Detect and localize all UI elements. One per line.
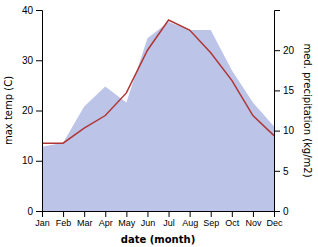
tick-mark bbox=[36, 111, 42, 112]
tick-label: 20 bbox=[283, 45, 295, 56]
temperature-line bbox=[42, 20, 274, 143]
tick-label: 15 bbox=[283, 85, 295, 96]
tick-label: Oct bbox=[225, 218, 240, 228]
tick-mark bbox=[274, 211, 280, 212]
tick-mark bbox=[232, 211, 233, 217]
tick: 10 bbox=[274, 125, 295, 136]
tick-label: 0 bbox=[27, 206, 33, 217]
plot-area bbox=[42, 20, 274, 211]
tick-label: Jul bbox=[163, 218, 175, 228]
axis-line bbox=[36, 11, 43, 212]
tick: Jun bbox=[141, 211, 156, 228]
tick: Jul bbox=[163, 211, 175, 228]
tick: May bbox=[118, 211, 136, 228]
tick: 20 bbox=[274, 45, 295, 56]
tick-mark bbox=[36, 10, 42, 11]
tick-mark bbox=[36, 161, 42, 162]
tick-mark bbox=[274, 131, 280, 132]
tick: Jan bbox=[35, 211, 50, 228]
tick: 40 bbox=[22, 5, 42, 16]
y2-axis: 0 5 10 15 20 bbox=[274, 11, 295, 217]
tick-label: May bbox=[118, 218, 136, 228]
tick: Aug bbox=[182, 211, 198, 228]
tick-label: 30 bbox=[22, 55, 34, 66]
tick-mark bbox=[169, 211, 170, 217]
tick-label: Feb bbox=[56, 218, 72, 228]
tick-mark bbox=[274, 171, 280, 172]
tick-label: 40 bbox=[22, 5, 34, 16]
tick-label: 5 bbox=[283, 166, 289, 177]
tick-label: Jun bbox=[141, 218, 156, 228]
tick: Nov bbox=[245, 211, 262, 228]
tick-mark bbox=[63, 211, 64, 217]
tick-mark bbox=[147, 211, 148, 217]
tick: Sep bbox=[203, 211, 219, 228]
tick: 30 bbox=[22, 55, 42, 66]
y2-axis-title: med. precipitation (kg/m2) bbox=[302, 43, 313, 177]
tick-label: 0 bbox=[283, 206, 289, 217]
tick-mark bbox=[105, 211, 106, 217]
tick-mark bbox=[211, 211, 212, 217]
tick: 15 bbox=[274, 85, 295, 96]
tick: 20 bbox=[22, 105, 42, 116]
tick-label: 10 bbox=[22, 155, 34, 166]
tick-label: Jan bbox=[35, 218, 50, 228]
tick-mark bbox=[36, 60, 42, 61]
tick-label: 20 bbox=[22, 105, 34, 116]
tick: 0 bbox=[27, 206, 42, 217]
tick-mark bbox=[274, 50, 280, 51]
tick-mark bbox=[36, 211, 42, 212]
tick: Mar bbox=[77, 211, 93, 228]
tick-mark bbox=[126, 211, 127, 217]
tick: Dec bbox=[266, 211, 283, 228]
y-axis-title: max temp (C) bbox=[3, 76, 14, 145]
y-axis: 0 10 20 30 40 bbox=[22, 5, 43, 217]
tick-label: Aug bbox=[182, 218, 198, 228]
tick: 5 bbox=[274, 166, 289, 177]
tick: Feb bbox=[56, 211, 72, 228]
tick-label: 10 bbox=[283, 125, 295, 136]
tick-mark bbox=[84, 211, 85, 217]
tick: Oct bbox=[225, 211, 240, 228]
precipitation-area bbox=[42, 22, 274, 211]
tick-mark bbox=[190, 211, 191, 217]
x-axis: Jan Feb Mar Apr May Jun Jul Aug Sep Oct Nov Dec bbox=[35, 211, 283, 228]
tick-label: Sep bbox=[203, 218, 219, 228]
tick-mark bbox=[274, 90, 280, 91]
tick: Apr bbox=[99, 211, 113, 228]
axis-line bbox=[275, 11, 281, 212]
tick-mark bbox=[253, 211, 254, 217]
tick: 10 bbox=[22, 155, 42, 166]
tick-label: Dec bbox=[266, 218, 283, 228]
chart: JanFebMarAprMayJunJulAugSepOctNovDec0102… bbox=[0, 0, 318, 247]
tick-label: Nov bbox=[245, 218, 262, 228]
x-axis-title: date (month) bbox=[121, 234, 195, 245]
tick: 0 bbox=[274, 206, 289, 217]
tick-label: Mar bbox=[77, 218, 93, 228]
tick-label: Apr bbox=[99, 218, 113, 228]
axis-line bbox=[43, 212, 275, 218]
